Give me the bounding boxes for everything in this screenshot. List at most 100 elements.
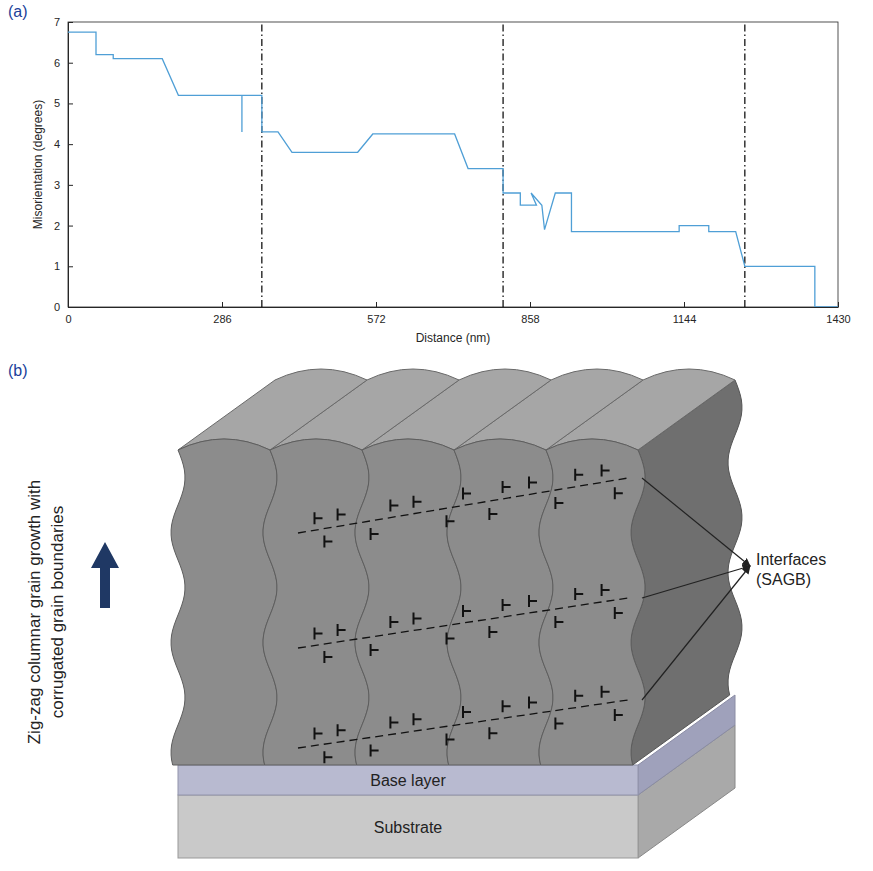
dislocation <box>324 651 332 663</box>
dislocation <box>324 536 332 548</box>
dislocation <box>338 508 346 520</box>
y-tick-label: 5 <box>54 97 60 109</box>
x-tick-label: 858 <box>521 313 539 325</box>
dislocation <box>529 696 537 708</box>
dislocation <box>489 727 497 739</box>
x-tick-mark <box>684 302 685 307</box>
schematic: Base layer Substrate Interfaces(SAGB) Zig-z… <box>25 369 826 858</box>
y-tick-mark <box>68 103 73 104</box>
dislocation <box>371 528 379 540</box>
y-axis: 0 1 2 3 4 5 6 7 <box>54 16 73 313</box>
dislocation <box>575 469 583 481</box>
x-tick-label: 1144 <box>673 313 697 325</box>
x-tick-mark <box>530 302 531 307</box>
x-tick: 1144 <box>673 302 697 325</box>
growth-arrow <box>91 542 119 608</box>
y-tick-label: 7 <box>54 16 60 28</box>
dislocation <box>447 633 455 645</box>
dislocation <box>615 487 623 499</box>
dislocation <box>503 599 511 611</box>
y-tick-mark <box>68 226 73 227</box>
pointer-arrow <box>642 478 750 566</box>
y-tick-label: 4 <box>54 138 60 150</box>
layer-label: Base layer <box>370 772 446 789</box>
y-tick: 6 <box>54 57 73 69</box>
y-tick-mark <box>68 144 73 145</box>
x-axis-title: Distance (nm) <box>416 331 491 345</box>
x-tick-mark <box>376 302 377 307</box>
dislocation <box>447 733 455 745</box>
dislocation <box>489 508 497 520</box>
pointer-arrow <box>642 566 750 700</box>
x-tick-label: 286 <box>213 313 231 325</box>
panel-label: (a) <box>8 3 28 20</box>
interface-dashed <box>298 478 628 533</box>
pointer-arrow <box>642 566 750 598</box>
y-tick: 0 <box>54 301 73 313</box>
y-tick-label: 2 <box>54 220 60 232</box>
dislocation <box>338 624 346 636</box>
dislocation <box>529 595 537 607</box>
dislocation <box>615 607 623 619</box>
y-tick: 3 <box>54 179 73 191</box>
dislocation <box>463 488 471 500</box>
panel-label: (b) <box>8 362 28 379</box>
misorientation-line <box>68 32 838 307</box>
x-tick-label: 0 <box>65 313 71 325</box>
y-tick: 7 <box>54 16 73 28</box>
growth-label: Zig-zag columnar grain growth withcorrug… <box>25 480 67 745</box>
dislocation <box>503 700 511 712</box>
x-tick-label: 1430 <box>826 313 850 325</box>
x-axis-line <box>69 307 839 308</box>
dislocation <box>315 728 323 740</box>
dislocation <box>371 744 379 756</box>
x-tick: 858 <box>521 302 539 325</box>
x-tick-label: 572 <box>367 313 385 325</box>
x-tick-mark <box>838 302 839 307</box>
y-tick-label: 3 <box>54 179 60 191</box>
dislocation <box>489 626 497 638</box>
interface-line <box>261 22 262 307</box>
dislocation <box>315 512 323 524</box>
dislocation <box>463 706 471 718</box>
y-tick-label: 1 <box>54 260 60 272</box>
figure: (a) 0 286 572 858 1144 1430 0 1 2 3 4 5 6 7 Distance (n… <box>0 0 873 871</box>
y-tick: 5 <box>54 97 73 109</box>
base-layer-front <box>178 765 638 795</box>
dislocation <box>555 616 563 628</box>
dislocation <box>602 584 610 596</box>
dislocation <box>555 497 563 509</box>
dislocation <box>414 496 422 508</box>
y-axis-title: Misorientation (degrees) <box>31 100 45 229</box>
y-tick-mark <box>68 22 73 23</box>
x-tick: 286 <box>213 302 231 325</box>
x-tick: 572 <box>367 302 385 325</box>
grain-front <box>539 439 645 765</box>
y-tick-label: 0 <box>54 301 60 313</box>
plot-area <box>68 22 838 307</box>
grain-front <box>355 439 461 765</box>
plot-frame <box>68 22 838 307</box>
interface-dashed <box>298 598 628 648</box>
layer-label: Substrate <box>374 819 443 836</box>
y-tick: 2 <box>54 220 73 232</box>
dislocation <box>602 464 610 476</box>
dislocation <box>390 616 398 628</box>
dislocation <box>371 644 379 656</box>
dislocation <box>529 477 537 489</box>
interfaces-label: Interfaces(SAGB) <box>756 551 826 588</box>
x-tick: 1430 <box>826 302 850 325</box>
dislocation <box>615 709 623 721</box>
dislocation <box>315 628 323 640</box>
dislocation <box>324 751 332 763</box>
y-tick-mark <box>68 63 73 64</box>
y-tick-mark <box>68 307 73 308</box>
substrate-front <box>178 795 638 858</box>
dislocation <box>555 718 563 730</box>
dislocation <box>414 613 422 625</box>
dislocation <box>463 605 471 617</box>
x-tick-mark <box>222 302 223 307</box>
dislocation <box>390 717 398 729</box>
dislocation <box>447 515 455 527</box>
dislocation <box>503 481 511 493</box>
